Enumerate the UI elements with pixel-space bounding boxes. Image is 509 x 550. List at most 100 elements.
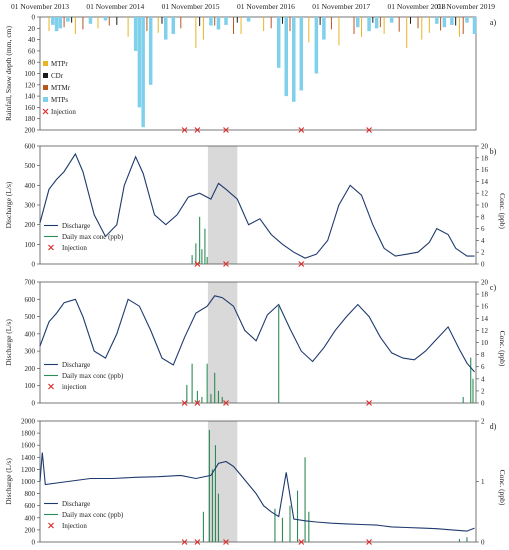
y2-tick-label: 12	[481, 190, 489, 198]
rain-bar	[202, 17, 204, 40]
y-tick-label: 400	[25, 330, 36, 338]
y-tick-label: 600	[25, 296, 36, 304]
top-date-label: 01 November 2013	[11, 2, 69, 11]
rain-bar	[224, 17, 228, 25]
rain-bar	[338, 17, 340, 46]
rain-bar	[465, 17, 469, 23]
rain-bar	[137, 17, 142, 108]
legend-label: Discharge	[62, 500, 90, 508]
rain-bar	[281, 17, 283, 24]
y2-tick-label: 16	[481, 303, 489, 311]
y-tick-label: 1600	[21, 442, 36, 450]
rain-bar	[442, 17, 447, 28]
rain-bar	[428, 17, 430, 33]
rain-bar	[389, 17, 394, 23]
injection-marker	[194, 127, 201, 133]
y2-tick-label: 16	[481, 166, 489, 174]
rain-bar	[240, 17, 242, 34]
y-tick-label: 300	[25, 202, 36, 210]
plot-frame	[39, 281, 477, 404]
y-tick-label: 0	[32, 539, 36, 547]
legend: MTPr CDr MTMr MTPs Injection	[42, 60, 76, 116]
y2-tick-label: 4	[481, 237, 485, 245]
rain-bar	[171, 17, 176, 34]
rain-bar	[383, 17, 385, 34]
y-tick-label: 160	[25, 104, 36, 112]
injection-marker	[298, 261, 305, 267]
y2-axis-label: Conc. (ppb)	[498, 470, 507, 506]
y-tick-label: 120	[25, 81, 36, 89]
injection-marker	[194, 539, 201, 545]
rain-bar	[148, 17, 153, 85]
rain-bar	[51, 17, 55, 25]
y-tick-label: 180	[25, 115, 36, 123]
y-tick-label: 1400	[21, 454, 36, 462]
plot-frame	[39, 16, 477, 131]
y-tick-label: 700	[25, 279, 36, 287]
legend-label: CDr	[51, 72, 64, 80]
y2-tick-label: 2	[481, 418, 485, 426]
rain-bar	[372, 17, 374, 23]
y-tick-label: 500	[25, 313, 36, 321]
y2-tick-label: 8	[481, 213, 485, 221]
discharge-line	[39, 452, 475, 532]
rain-bar	[108, 17, 110, 26]
y-tick-label: 0	[32, 14, 36, 22]
legend-label: MTMr	[51, 84, 71, 92]
y-tick-label: 200	[25, 221, 36, 229]
rain-bar	[141, 17, 145, 128]
rain-bar	[74, 17, 76, 34]
y-tick-label: 400	[25, 182, 36, 190]
rain-bar	[214, 17, 216, 26]
y2-tick-label: 20	[481, 279, 489, 287]
y-tick-label: 0	[32, 261, 36, 269]
y-tick-label: 800	[25, 490, 36, 498]
y-tick-label: 200	[25, 365, 36, 373]
legend-label: Discharge	[62, 222, 90, 230]
discharge-line	[39, 295, 475, 373]
rain-bar	[472, 17, 477, 34]
injection-marker	[366, 539, 372, 545]
injection-marker	[223, 539, 229, 545]
top-date-axis: 01 November 2013 01 November 2014 01 Novem…	[11, 2, 495, 11]
top-date-label: 01 November 2017	[312, 2, 370, 11]
y2-tick-label: 12	[481, 327, 489, 335]
conc-series	[191, 216, 208, 264]
y-tick-label: 600	[25, 502, 36, 510]
rain-bar	[209, 17, 213, 26]
y-axis-label: Discharge (L/s)	[4, 319, 13, 366]
y-tick-label: 60	[28, 47, 36, 55]
rain-bar	[435, 17, 439, 24]
rain-bar	[48, 17, 50, 32]
y-tick-label: 600	[25, 143, 36, 151]
y-tick-label: 200	[25, 526, 36, 534]
rain-bar	[233, 17, 235, 34]
rain-bar	[314, 17, 319, 74]
top-date-label: 01 November 2015	[162, 2, 220, 11]
injection-marker	[223, 261, 229, 267]
conc-series	[202, 430, 468, 542]
rain-bar	[180, 17, 182, 29]
rain-bar	[71, 17, 73, 23]
rain-bar	[379, 17, 381, 28]
y-tick-label: 1000	[21, 478, 36, 486]
rain-bar	[292, 17, 296, 102]
y-tick-label: 2000	[21, 418, 36, 426]
legend-label: Injection	[62, 522, 87, 530]
y-tick-label: 1800	[21, 430, 36, 438]
top-date-label: 01 November 2019	[437, 2, 495, 11]
plot-frame	[39, 420, 477, 543]
rain-bar	[353, 17, 355, 34]
rain-bar	[157, 17, 159, 33]
rain-bar	[450, 17, 454, 25]
y-tick-label: 1200	[21, 466, 36, 474]
top-date-label: 01 November 2016	[237, 2, 295, 11]
injection-marker	[223, 400, 229, 406]
rain-bar	[421, 17, 423, 40]
legend-swatch	[43, 73, 48, 78]
rain-bar	[82, 17, 84, 30]
rain-bar	[455, 17, 457, 26]
legend-label: Discharge	[62, 361, 90, 369]
injection-marker	[366, 400, 372, 406]
